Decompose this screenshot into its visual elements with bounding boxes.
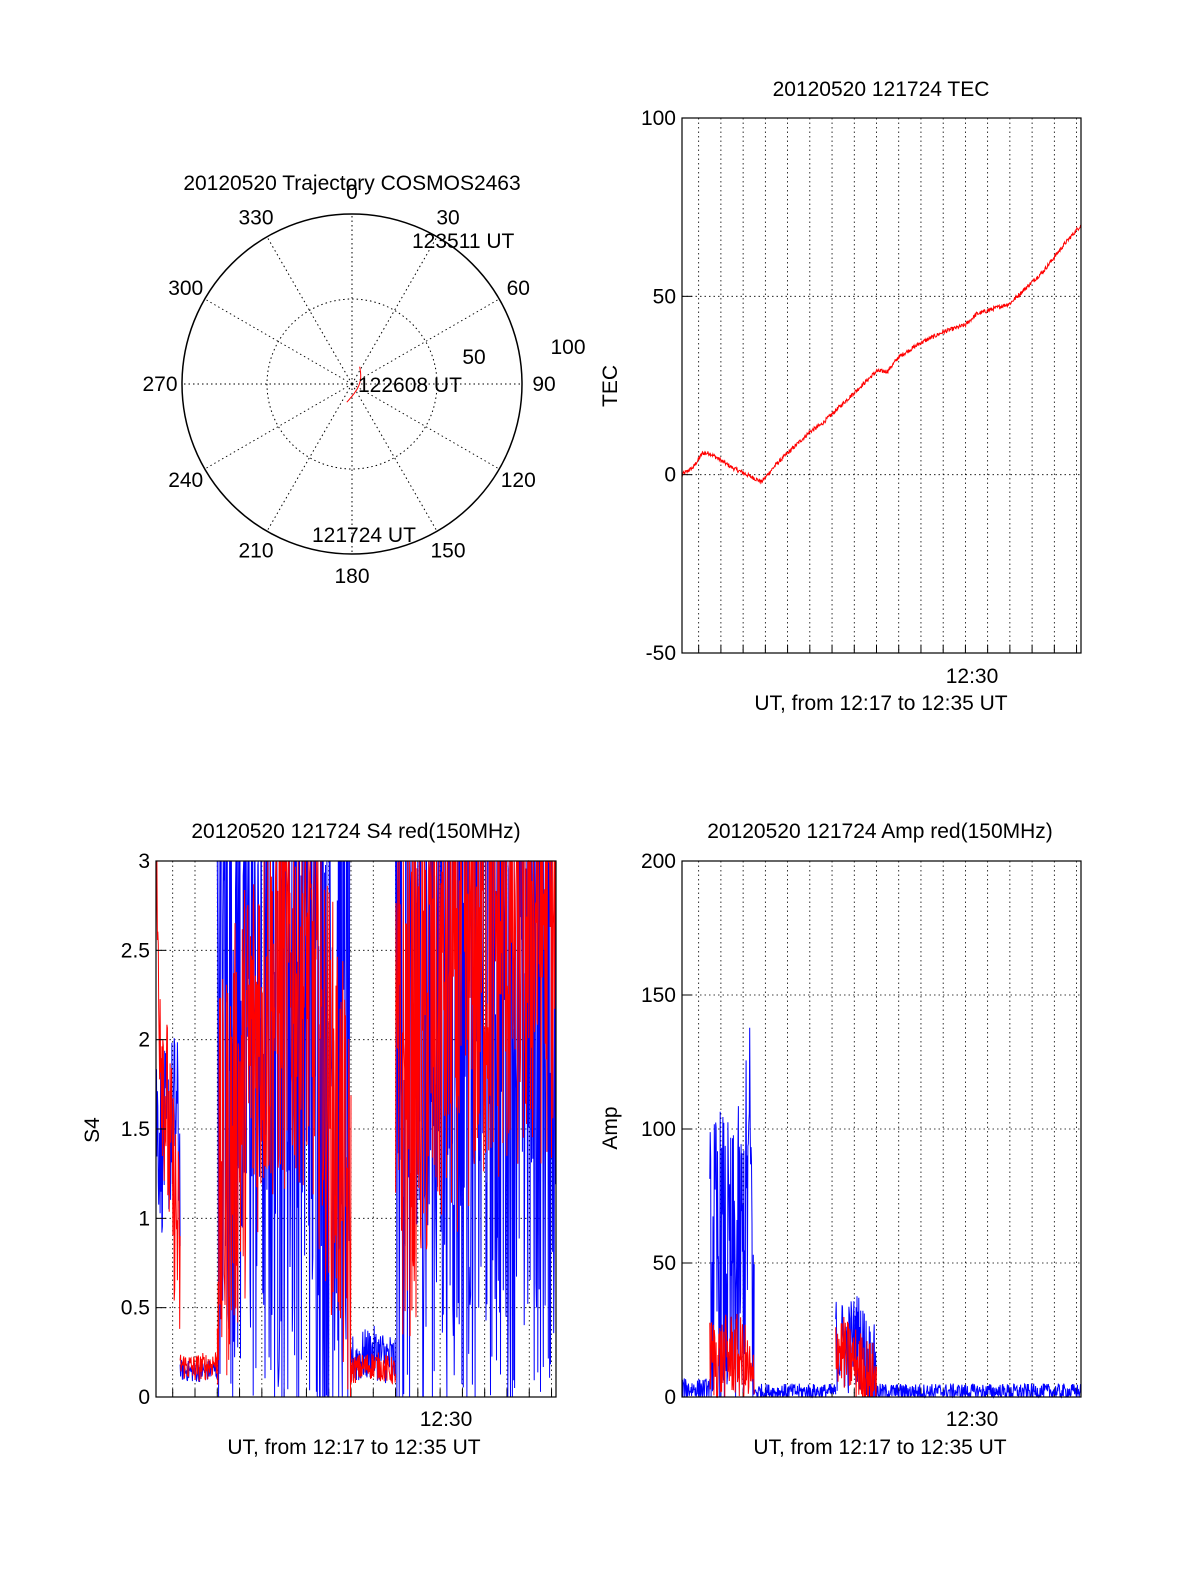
polar-angle-label-150: 150 bbox=[430, 539, 465, 562]
tec-ytick-label: 50 bbox=[653, 285, 676, 308]
polar-spoke-330 bbox=[266, 236, 353, 385]
tec-ylabel: TEC bbox=[599, 365, 622, 407]
tec-ytick-label: 0 bbox=[664, 464, 676, 487]
s4-ytick-label: 0 bbox=[138, 1386, 150, 1409]
amp-ytick-label: 200 bbox=[641, 850, 676, 873]
polar-point-label-end: 123511 UT bbox=[412, 230, 515, 253]
amp-xlabel: UT, from 12:17 to 12:35 UT bbox=[753, 1436, 1006, 1459]
polar-angle-label-240: 240 bbox=[168, 469, 203, 492]
polar-spoke-150 bbox=[351, 383, 438, 532]
polar-angle-label-270: 270 bbox=[142, 373, 177, 396]
tec-y-ticks: -50 0 50 100 bbox=[641, 107, 692, 665]
tec-grid bbox=[682, 118, 1081, 653]
s4-series-red bbox=[179, 1352, 218, 1382]
amp-ylabel: Amp bbox=[599, 1106, 622, 1149]
amp-ytick-label: 50 bbox=[653, 1252, 676, 1275]
amp-series-blue bbox=[876, 1382, 1082, 1399]
polar-angle-label-60: 60 bbox=[507, 277, 530, 300]
tec-ytick-label: -50 bbox=[646, 642, 676, 665]
amp-plot: 20120520 121724 Amp red(150MHz) 0 50 100 15… bbox=[599, 820, 1082, 1459]
s4-ytick-label: 0.5 bbox=[121, 1297, 150, 1320]
s4-title: 20120520 121724 S4 red(150MHz) bbox=[191, 820, 520, 843]
polar-grid bbox=[182, 214, 522, 554]
polar-spoke-300 bbox=[204, 298, 353, 385]
tec-xlabel: UT, from 12:17 to 12:35 UT bbox=[754, 692, 1007, 715]
amp-series-blue bbox=[753, 1383, 837, 1399]
tec-ytick-label: 100 bbox=[641, 107, 676, 130]
s4-series-blue bbox=[155, 1038, 181, 1247]
polar-radius-label-50: 50 bbox=[462, 346, 485, 369]
s4-ytick-label: 2 bbox=[138, 1029, 150, 1052]
s4-ytick-label: 2.5 bbox=[121, 939, 150, 962]
amp-series-red bbox=[709, 1313, 755, 1399]
polar-angle-label-90: 90 bbox=[532, 373, 555, 396]
polar-angle-label-300: 300 bbox=[168, 277, 203, 300]
polar-angle-label-30: 30 bbox=[436, 207, 459, 230]
s4-y-ticks: 0 0.5 1 1.5 2 2.5 3 bbox=[121, 850, 166, 1409]
polar-spoke-120 bbox=[351, 383, 500, 470]
amp-ytick-label: 100 bbox=[641, 1118, 676, 1141]
polar-angle-label-0: 0 bbox=[346, 181, 358, 204]
amp-data bbox=[681, 1027, 1082, 1399]
polar-track-line bbox=[346, 366, 362, 403]
polar-spoke-30 bbox=[351, 236, 438, 385]
s4-ytick-label: 3 bbox=[138, 850, 150, 873]
s4-series-red bbox=[350, 1352, 397, 1385]
s4-ytick-label: 1 bbox=[138, 1207, 150, 1230]
polar-outer-circle bbox=[181, 213, 523, 555]
tec-series-red bbox=[681, 224, 1081, 485]
polar-angle-labels: 0 30 60 90 120 150 180 210 240 270 300 330 bbox=[142, 181, 555, 588]
polar-spoke-60 bbox=[351, 298, 500, 385]
polar-angle-label-330: 330 bbox=[238, 207, 273, 230]
s4-ylabel: S4 bbox=[81, 1117, 104, 1143]
tec-title: 20120520 121724 TEC bbox=[773, 78, 990, 101]
polar-point-label-start: 121724 UT bbox=[312, 524, 416, 547]
s4-xlabel: UT, from 12:17 to 12:35 UT bbox=[227, 1436, 480, 1459]
s4-plot: 20120520 121724 S4 red(150MHz) 0 0.5 1 1.5 2… bbox=[81, 820, 557, 1459]
polar-angle-label-120: 120 bbox=[501, 469, 536, 492]
polar-grid-circle-50 bbox=[266, 298, 438, 470]
tec-xtick-label: 12:30 bbox=[946, 665, 999, 688]
polar-angle-label-210: 210 bbox=[238, 539, 273, 562]
polar-plot: 20120520 Trajectory COSMOS2463 0 30 60 90 12… bbox=[142, 172, 585, 588]
amp-series-blue bbox=[681, 1378, 711, 1398]
amp-y-ticks: 0 50 100 150 200 bbox=[641, 850, 692, 1409]
polar-title: 20120520 Trajectory COSMOS2463 bbox=[183, 172, 520, 195]
polar-point-label-mid: 122608 UT bbox=[358, 374, 462, 397]
s4-xtick-label: 12:30 bbox=[420, 1408, 473, 1431]
amp-grid bbox=[682, 861, 1081, 1397]
polar-radius-label-100: 100 bbox=[550, 336, 585, 359]
amp-ytick-label: 150 bbox=[641, 984, 676, 1007]
polar-spoke-210 bbox=[266, 383, 353, 532]
polar-angle-label-180: 180 bbox=[334, 565, 369, 588]
amp-xtick-label: 12:30 bbox=[946, 1408, 999, 1431]
polar-spoke-240 bbox=[204, 383, 353, 470]
amp-title: 20120520 121724 Amp red(150MHz) bbox=[707, 820, 1053, 843]
amp-ytick-label: 0 bbox=[664, 1386, 676, 1409]
tec-data bbox=[681, 224, 1081, 485]
tec-axes-frame bbox=[681, 117, 1082, 654]
s4-ytick-label: 1.5 bbox=[121, 1118, 150, 1141]
s4-series-red bbox=[155, 860, 181, 1329]
